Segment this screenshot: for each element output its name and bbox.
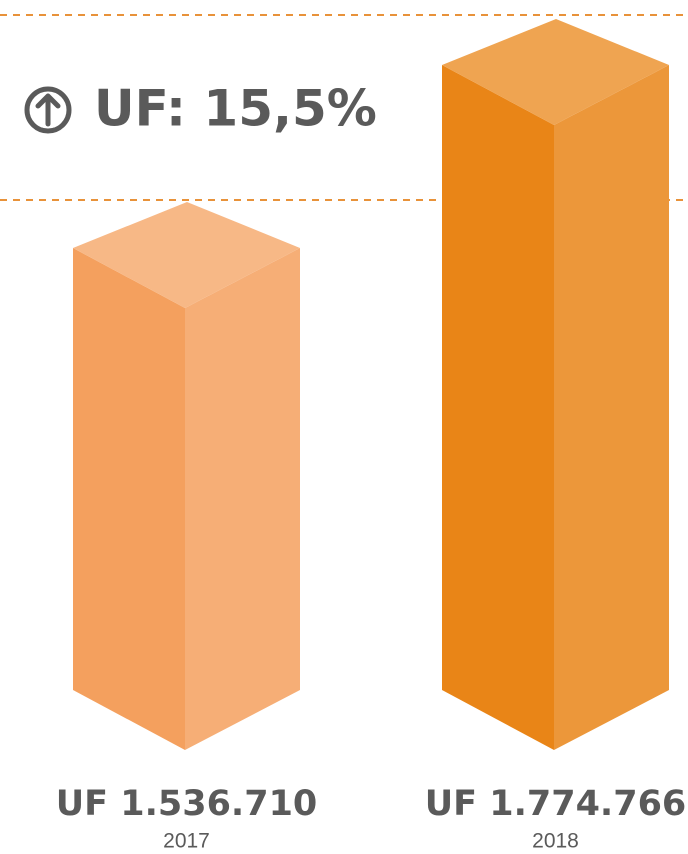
bar-top — [73, 202, 300, 308]
annotation-icon — [24, 86, 72, 134]
bar-front-left — [442, 65, 554, 750]
annotation: UF: 15,5% — [94, 80, 377, 138]
value-label: UF 1.536.710 — [56, 784, 318, 824]
value-label: UF 1.774.766 — [425, 784, 687, 824]
x-tick-label: 2018 — [532, 830, 579, 853]
bar-front-left — [73, 248, 185, 750]
bar — [73, 202, 300, 750]
x-tick-label: 2017 — [163, 830, 210, 853]
bar-front-right — [185, 248, 300, 750]
bar — [442, 19, 669, 750]
bar-top — [442, 19, 669, 125]
bar-front-right — [554, 65, 669, 750]
